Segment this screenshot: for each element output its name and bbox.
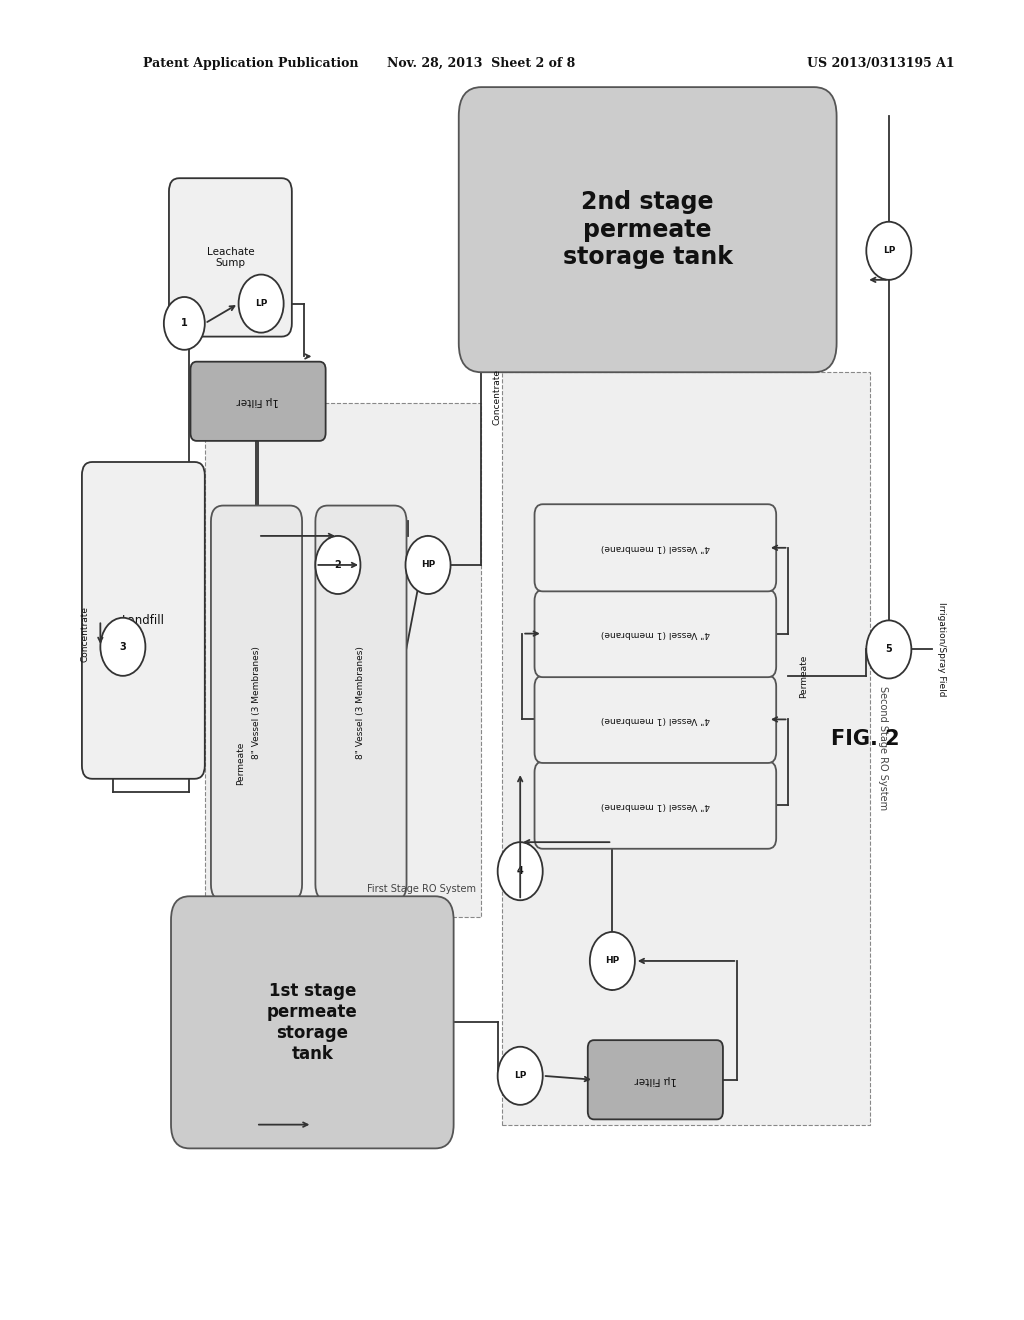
Text: HP: HP <box>421 561 435 569</box>
Circle shape <box>315 536 360 594</box>
Text: Landfill: Landfill <box>122 614 165 627</box>
Circle shape <box>498 1047 543 1105</box>
Text: Leachate
Sump: Leachate Sump <box>207 247 254 268</box>
FancyBboxPatch shape <box>315 506 407 900</box>
Text: Permeate: Permeate <box>800 655 808 698</box>
FancyBboxPatch shape <box>535 504 776 591</box>
FancyBboxPatch shape <box>535 590 776 677</box>
Text: Concentrate: Concentrate <box>493 370 501 425</box>
Text: First Stage RO System: First Stage RO System <box>368 883 476 894</box>
Circle shape <box>406 536 451 594</box>
Text: 4" Vessel (1 membrane): 4" Vessel (1 membrane) <box>601 801 710 809</box>
Text: 1: 1 <box>181 318 187 329</box>
Text: Second Stage RO System: Second Stage RO System <box>878 686 888 810</box>
FancyBboxPatch shape <box>169 178 292 337</box>
Circle shape <box>866 620 911 678</box>
FancyBboxPatch shape <box>588 1040 723 1119</box>
Text: FIG. 2: FIG. 2 <box>830 729 900 750</box>
Text: 1st stage
permeate
storage
tank: 1st stage permeate storage tank <box>267 982 357 1063</box>
Text: Irrigation/Spray Field: Irrigation/Spray Field <box>937 602 946 697</box>
Circle shape <box>100 618 145 676</box>
FancyBboxPatch shape <box>171 896 454 1148</box>
Text: 4" Vessel (1 membrane): 4" Vessel (1 membrane) <box>601 544 710 552</box>
Text: Nov. 28, 2013  Sheet 2 of 8: Nov. 28, 2013 Sheet 2 of 8 <box>387 57 575 70</box>
Circle shape <box>590 932 635 990</box>
FancyBboxPatch shape <box>211 506 302 900</box>
Text: HP: HP <box>605 957 620 965</box>
FancyBboxPatch shape <box>535 762 776 849</box>
Text: LP: LP <box>255 300 267 308</box>
Circle shape <box>866 222 911 280</box>
Bar <box>205 403 481 917</box>
Text: 8" Vessel (3 Membranes): 8" Vessel (3 Membranes) <box>356 647 366 759</box>
Text: 2: 2 <box>335 560 341 570</box>
Text: 4" Vessel (1 membrane): 4" Vessel (1 membrane) <box>601 715 710 723</box>
Circle shape <box>498 842 543 900</box>
Text: 1μ Filter: 1μ Filter <box>237 396 280 407</box>
Text: 3: 3 <box>120 642 126 652</box>
FancyBboxPatch shape <box>82 462 205 779</box>
Bar <box>502 372 870 1125</box>
Text: Concentrate: Concentrate <box>81 606 89 661</box>
Circle shape <box>164 297 205 350</box>
Text: US 2013/0313195 A1: US 2013/0313195 A1 <box>807 57 954 70</box>
FancyBboxPatch shape <box>535 676 776 763</box>
Text: LP: LP <box>514 1072 526 1080</box>
Text: 2nd stage
permeate
storage tank: 2nd stage permeate storage tank <box>562 190 733 269</box>
Circle shape <box>239 275 284 333</box>
Text: 1μ Filter: 1μ Filter <box>634 1074 677 1085</box>
Text: 4" Vessel (1 membrane): 4" Vessel (1 membrane) <box>601 630 710 638</box>
FancyBboxPatch shape <box>459 87 837 372</box>
Text: 5: 5 <box>886 644 892 655</box>
Text: 8" Vessel (3 Membranes): 8" Vessel (3 Membranes) <box>252 647 261 759</box>
Text: Permeate: Permeate <box>237 742 245 785</box>
Text: Patent Application Publication: Patent Application Publication <box>143 57 358 70</box>
Text: LP: LP <box>883 247 895 255</box>
Text: 4: 4 <box>517 866 523 876</box>
FancyBboxPatch shape <box>190 362 326 441</box>
